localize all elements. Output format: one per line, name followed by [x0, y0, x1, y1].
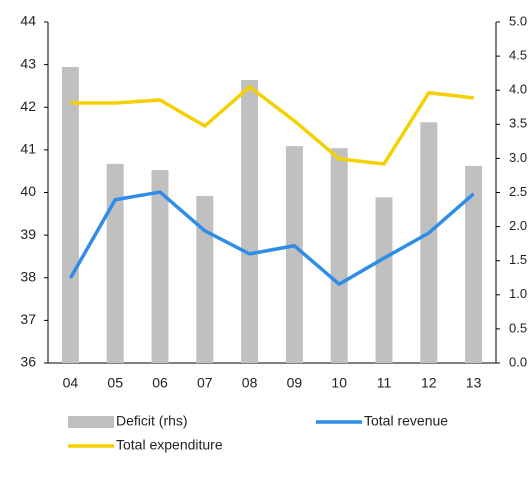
y-tick-label: 44 — [20, 13, 36, 29]
bar — [106, 163, 124, 363]
y-tick-label: 36 — [20, 354, 36, 370]
y2-tick-label: 1.5 — [509, 252, 527, 267]
bar — [151, 169, 169, 363]
y2-tick-label: 3.0 — [509, 150, 527, 165]
y-tick-label: 42 — [20, 98, 36, 114]
x-tick-label: 11 — [377, 375, 392, 391]
x-tick-label: 13 — [466, 375, 482, 391]
y2-tick-label: 4.0 — [509, 82, 527, 97]
y-tick-label: 37 — [20, 311, 36, 327]
y2-tick-label: 0.5 — [509, 320, 527, 335]
x-tick-label: 07 — [197, 375, 213, 391]
y2-tick-label: 5.0 — [509, 13, 527, 28]
x-tick-label: 08 — [242, 375, 258, 391]
bar — [285, 146, 303, 363]
bar — [465, 165, 483, 363]
x-tick-label: 12 — [421, 375, 437, 391]
y-tick-label: 43 — [20, 55, 36, 71]
y-tick-label: 40 — [20, 183, 36, 199]
bar — [196, 195, 214, 363]
x-tick-label: 05 — [107, 375, 123, 391]
bar — [420, 122, 438, 363]
y2-tick-label: 2.5 — [509, 184, 527, 199]
legend-label: Total revenue — [364, 413, 448, 429]
y-tick-label: 41 — [20, 141, 36, 157]
line — [70, 85, 474, 166]
bar — [330, 148, 348, 363]
legend-label: Total expenditure — [116, 437, 223, 453]
legend-label: Deficit (rhs) — [116, 413, 188, 429]
y2-tick-label: 2.0 — [509, 218, 527, 233]
bar — [375, 197, 393, 363]
x-tick-label: 09 — [287, 375, 303, 391]
y2-tick-label: 1.0 — [509, 286, 527, 301]
x-tick-label: 04 — [63, 375, 79, 391]
y2-tick-label: 3.5 — [509, 116, 527, 131]
y2-tick-label: 4.5 — [509, 48, 527, 63]
x-tick-label: 06 — [152, 375, 168, 391]
bar — [61, 67, 79, 364]
y-tick-label: 38 — [20, 268, 36, 284]
y2-tick-label: 0.0 — [509, 354, 527, 369]
line — [68, 190, 475, 286]
bar — [241, 79, 259, 363]
y-tick-label: 39 — [20, 226, 36, 242]
x-tick-label: 10 — [331, 375, 347, 391]
legend-swatch — [68, 416, 114, 428]
